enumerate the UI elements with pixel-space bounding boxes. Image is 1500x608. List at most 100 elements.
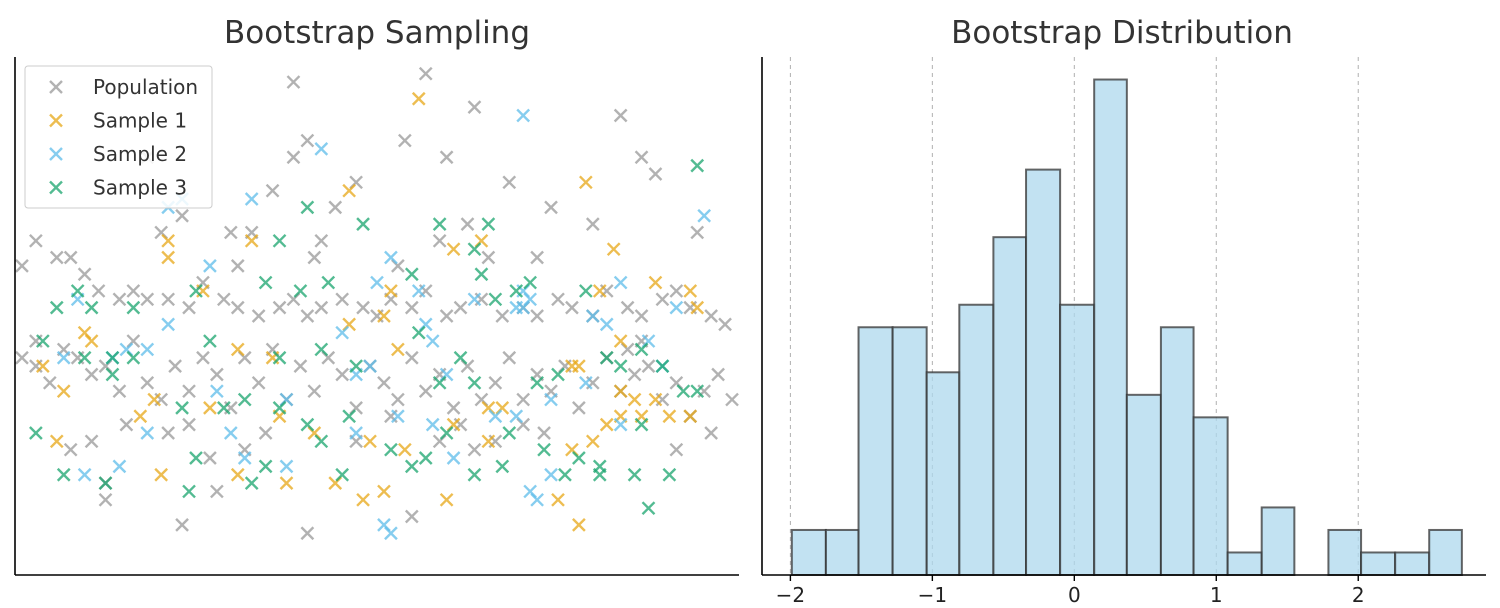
point-sample-1 (397, 442, 412, 457)
point-sample-1 (551, 492, 565, 507)
point-sample-2 (140, 426, 155, 440)
histogram-bar (1428, 528, 1463, 577)
point-sample-3 (384, 442, 398, 457)
point-population (63, 442, 78, 457)
point-sample-3 (29, 426, 43, 440)
point-sample-2 (516, 108, 531, 123)
point-sample-1 (683, 284, 698, 298)
legend-marker-sample-1 (49, 113, 63, 128)
point-sample-3 (314, 434, 329, 449)
point-sample-2 (509, 409, 524, 424)
point-sample-3 (98, 476, 113, 490)
point-sample-3 (293, 284, 308, 298)
scatter-points (15, 66, 739, 541)
point-population (272, 300, 287, 315)
point-population (300, 133, 315, 148)
legend-label-sample-3: Sample 3 (93, 176, 187, 200)
point-population (161, 292, 176, 307)
point-population (718, 317, 732, 332)
point-population (335, 367, 350, 382)
point-sample-2 (349, 426, 363, 440)
point-sample-3 (342, 409, 357, 424)
point-population (530, 250, 544, 265)
point-sample-3 (189, 284, 203, 298)
point-population (439, 309, 454, 323)
point-sample-3 (418, 451, 433, 465)
point-sample-2 (544, 392, 558, 407)
point-population (15, 350, 29, 365)
point-population (314, 300, 329, 315)
point-population (98, 492, 113, 507)
point-sample-2 (488, 409, 503, 424)
point-population (216, 292, 231, 307)
point-population (182, 384, 196, 399)
point-sample-2 (56, 350, 71, 365)
point-sample-3 (467, 375, 482, 390)
point-population (551, 292, 565, 307)
point-sample-3 (495, 459, 510, 474)
point-population (29, 233, 43, 248)
point-sample-2 (467, 292, 482, 307)
point-population (286, 150, 301, 165)
point-population (335, 292, 350, 307)
point-sample-3 (655, 359, 670, 373)
point-population (627, 367, 642, 382)
point-population (467, 100, 482, 114)
point-sample-3 (572, 451, 586, 465)
point-sample-1 (230, 342, 245, 357)
point-sample-1 (391, 342, 405, 357)
point-sample-3 (404, 267, 419, 282)
histogram-bar (891, 326, 928, 576)
legend-marker-sample-2 (49, 147, 63, 161)
point-population (641, 359, 656, 373)
legend-frame (24, 65, 213, 209)
point-sample-1 (49, 434, 64, 449)
histogram-bar (857, 326, 894, 576)
scatter-title: Bootstrap Sampling (224, 15, 530, 51)
point-population (502, 350, 517, 365)
point-sample-2 (384, 250, 398, 265)
point-sample-1 (356, 492, 370, 507)
histogram-bar (1059, 303, 1096, 576)
point-sample-3 (634, 342, 649, 357)
point-sample-2 (335, 325, 350, 340)
point-population (119, 417, 134, 432)
point-sample-3 (314, 342, 329, 357)
point-population (467, 442, 482, 457)
scatter-panel: Bootstrap Sampling Population Sample 1 Sam… (14, 15, 739, 576)
point-sample-1 (690, 300, 705, 315)
x-tick-label: −2 (776, 583, 805, 607)
point-population (460, 217, 475, 231)
point-sample-3 (467, 242, 482, 257)
point-sample-1 (613, 334, 628, 348)
histogram-bars (790, 78, 1463, 577)
point-population (711, 367, 725, 382)
point-sample-2 (613, 275, 628, 290)
point-population (537, 426, 551, 440)
point-population (634, 309, 649, 323)
point-sample-3 (502, 426, 517, 440)
point-sample-3 (453, 350, 468, 365)
point-sample-3 (411, 325, 426, 340)
point-sample-3 (300, 417, 315, 432)
point-sample-3 (599, 350, 614, 365)
point-sample-2 (613, 417, 628, 432)
point-population (544, 200, 558, 215)
point-sample-2 (237, 451, 252, 465)
point-population (439, 150, 454, 165)
point-population (161, 426, 176, 440)
histogram-panel: Bootstrap Distribution −2 −1 0 1 2 (761, 15, 1486, 607)
point-sample-1 (565, 359, 579, 373)
point-sample-3 (662, 467, 677, 482)
point-population (704, 309, 719, 323)
point-sample-2 (411, 284, 426, 298)
point-population (397, 133, 412, 148)
point-population (418, 66, 433, 81)
point-sample-3 (175, 401, 189, 415)
point-population (613, 108, 628, 123)
point-sample-1 (161, 233, 176, 248)
point-sample-3 (349, 359, 363, 373)
point-sample-1 (377, 309, 391, 323)
point-population (77, 267, 92, 282)
point-sample-2 (384, 526, 398, 541)
